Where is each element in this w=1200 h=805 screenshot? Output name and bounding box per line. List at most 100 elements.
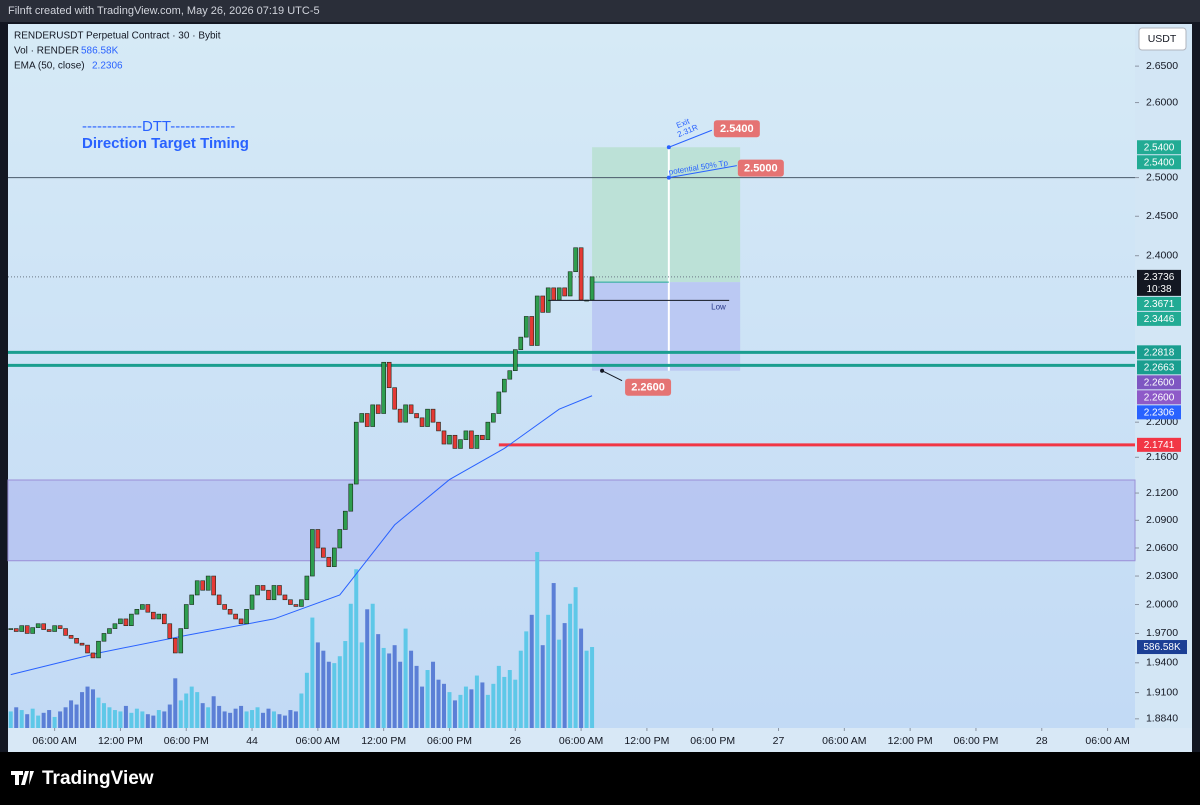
candle — [348, 483, 354, 512]
header-bar — [0, 0, 1200, 22]
x-tick-label: 12:00 PM — [98, 735, 143, 747]
volume-bar — [266, 708, 271, 728]
candle — [118, 618, 123, 625]
candle — [447, 434, 452, 445]
volume-bar — [112, 710, 117, 728]
volume-bar — [189, 686, 194, 728]
volume-bar — [195, 692, 200, 728]
y-tick-label: 1.9400 — [1146, 657, 1178, 669]
pill-label: 2.5400 — [720, 123, 754, 135]
candle — [375, 404, 381, 414]
candle — [123, 618, 129, 626]
price-tag-label: 2.3736 — [1144, 272, 1175, 283]
candle — [556, 287, 562, 301]
candle — [101, 633, 107, 642]
volume-bar — [36, 715, 41, 728]
volume-bar — [403, 628, 408, 728]
candle — [502, 378, 507, 393]
volume-bar — [80, 692, 85, 728]
volume-bar — [151, 715, 156, 728]
candle — [244, 609, 249, 625]
tp-dot — [666, 175, 671, 180]
volume-bar — [518, 650, 523, 728]
candle — [24, 625, 30, 634]
volume-bar — [156, 710, 161, 728]
candle — [370, 404, 375, 427]
volume-bar — [206, 707, 211, 728]
symbol-title: RENDERUSDT Perpetual Contract · 30 · Byb… — [14, 31, 221, 42]
candle — [496, 391, 502, 414]
volume-bar — [217, 705, 222, 728]
y-tick-label: 1.9100 — [1146, 686, 1178, 698]
volume-bar — [557, 639, 562, 728]
currency[interactable]: USDT — [1148, 33, 1177, 45]
candle — [304, 575, 310, 601]
candle — [452, 434, 458, 449]
candle — [469, 430, 474, 449]
candle — [140, 604, 145, 610]
candle — [397, 408, 403, 423]
volume-bar — [299, 693, 304, 728]
volume-bar — [211, 696, 216, 728]
volume-bar — [546, 614, 551, 728]
countdown: 10:38 — [1146, 284, 1171, 295]
candle — [107, 628, 112, 634]
candle — [205, 575, 211, 591]
candle — [321, 547, 326, 558]
footer — [0, 752, 1200, 805]
pill-label: 2.5000 — [744, 163, 778, 175]
candle — [161, 613, 167, 625]
volume-bar — [293, 711, 298, 728]
currency-button[interactable] — [1138, 27, 1187, 51]
candle — [491, 413, 496, 423]
low-label: Low — [711, 302, 726, 311]
tp-line — [668, 165, 737, 179]
candle — [41, 623, 46, 630]
volume-bar — [123, 705, 128, 728]
price-pill — [737, 159, 784, 177]
candle — [332, 547, 337, 567]
volume-bar — [332, 663, 337, 728]
x-tick-label: 27 — [773, 735, 785, 747]
volume-bar — [184, 693, 189, 728]
candle — [216, 594, 222, 605]
volume-bar — [69, 700, 74, 728]
candle — [523, 316, 529, 338]
volume-bar — [447, 692, 452, 728]
price-tag — [1137, 360, 1181, 375]
x-tick-label: 06:00 PM — [427, 735, 472, 747]
x-tick-label: 06:00 PM — [164, 735, 209, 747]
price-tag-label: 2.2600 — [1144, 392, 1175, 403]
candle — [463, 430, 469, 440]
volume-bar — [255, 707, 260, 728]
volume-bar — [162, 711, 167, 728]
candle — [183, 604, 189, 629]
x-tick-label: 06:00 PM — [690, 735, 735, 747]
exit-line — [668, 129, 713, 148]
volume-tag — [1137, 640, 1187, 655]
volume-bar — [452, 700, 457, 728]
volume-bar — [441, 683, 446, 728]
volume-bar — [584, 650, 589, 728]
volume-bar — [315, 642, 320, 728]
candle — [35, 623, 41, 628]
candle — [189, 594, 195, 605]
volume-bar — [524, 631, 529, 728]
volume-bar — [562, 623, 567, 728]
y-tick-label: 1.8840 — [1146, 713, 1178, 725]
candle — [249, 594, 255, 610]
candle — [353, 421, 359, 485]
price-tag-label: 2.3671 — [1144, 299, 1175, 310]
candle — [419, 417, 425, 427]
candle — [74, 638, 79, 644]
legend-value: 2.2306 — [92, 61, 123, 72]
candle — [578, 247, 584, 301]
candle — [167, 623, 173, 639]
candle — [425, 408, 430, 427]
volume-bar — [25, 714, 30, 728]
candle — [458, 439, 463, 449]
price-tag — [1137, 345, 1181, 360]
legend-name: Vol · RENDER — [14, 46, 79, 57]
